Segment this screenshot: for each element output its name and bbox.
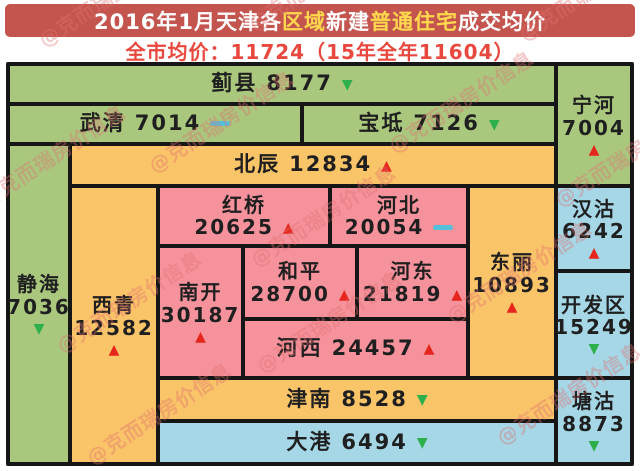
trend-down-icon: ▼ [588,437,600,454]
region-name: 西青 [92,293,136,318]
region-name: 武清 [79,111,126,136]
region-name: 津南 [286,386,333,411]
title-part-0: 2016年1月天津各 [93,9,283,34]
citywide-average-subtitle: 全市均价：11724（15年全年11604） [125,39,515,64]
trend-down-icon: ▼ [488,116,500,133]
region-jixian: 蓟县 8177 ▼ [10,66,554,102]
trend-down-icon: ▼ [33,320,45,337]
region-price: 7036 [7,294,71,319]
trend-up-icon: ▲ [423,341,435,358]
title-part-4: 成交均价 [458,9,547,34]
trend-up-icon: ▲ [506,298,518,315]
region-hongqiao: 红桥 20625 ▲ [160,188,328,244]
region-heping: 和平 28700 ▲ [245,248,355,317]
region-hedong: 河东 21819 ▲ [359,248,466,317]
region-jinghai: 静海 7036 ▼ [7,146,71,462]
price-map: 蓟县 8177 ▼ 武清 7014 宝坻 7126 ▼ 宁河 7004 ▲ 北辰 12834 ▲ 静海 703… [6,62,634,466]
region-name: 红桥 [222,192,266,217]
region-price: 30187 [160,302,241,327]
region-name: 静海 [17,272,61,297]
region-price: 8177 [266,71,333,96]
region-price: 24457 [331,335,415,360]
trend-flat-icon [433,224,454,230]
region-hangu: 汉沽 6242 ▲ [558,188,630,269]
region-baodi: 宝坻 7126 ▼ [304,106,554,142]
region-dongli: 东丽 10893 ▲ [470,188,554,376]
region-price: 20625 [194,215,274,239]
region-price: 8873 [562,411,626,436]
region-price: 21819 [362,281,443,306]
region-ninghe: 宁河 7004 ▲ [558,66,630,184]
region-price: 7004 [562,115,626,140]
region-kaifaqu: 开发区 15249 ▼ [554,273,632,376]
region-name: 河西 [276,335,323,360]
region-name: 和平 [278,259,322,284]
region-name: 开发区 [561,292,627,317]
trend-down-icon: ▼ [416,392,428,409]
page-title: 2016年1月天津各区域新建普通住宅成交均价 [94,6,546,36]
region-name: 塘沽 [572,389,616,414]
region-name: 南开 [178,280,223,305]
trend-down-icon: ▼ [341,76,353,93]
region-price: 7014 [134,111,202,136]
region-beichen: 北辰 12834 ▲ [72,146,554,184]
region-name: 大港 [286,429,333,454]
region-name: 蓟县 [211,71,258,96]
trend-down-icon: ▼ [416,435,428,452]
region-price: 7126 [413,111,480,136]
region-name: 东丽 [490,250,534,275]
title-part-1: 区域 [282,9,327,34]
region-price: 20054 [344,215,425,239]
trend-up-icon: ▲ [195,328,206,345]
region-price: 6494 [341,429,408,454]
trend-up-icon: ▲ [588,141,600,158]
region-name: 宁河 [572,93,616,118]
trend-up-icon: ▲ [451,286,463,303]
region-jinnan: 津南 8528 ▼ [160,380,554,419]
region-hebei: 河北 20054 [332,188,466,244]
region-price: 12834 [289,152,373,177]
region-price: 8528 [341,386,408,411]
trend-flat-icon [210,121,231,127]
region-price: 15249 [554,315,634,339]
region-dagang: 大港 6494 ▼ [160,423,554,462]
trend-down-icon: ▼ [588,341,600,358]
region-tanggu: 塘沽 8873 ▼ [558,380,630,462]
region-price: 28700 [250,281,330,306]
region-price: 6242 [562,219,626,243]
region-name: 北辰 [234,152,281,177]
trend-up-icon: ▲ [381,157,392,174]
region-hexi: 河西 24457 ▲ [245,321,466,376]
trend-up-icon: ▲ [108,341,120,358]
trend-up-icon: ▲ [338,286,350,303]
region-name: 宝坻 [358,111,405,136]
trend-up-icon: ▲ [588,245,600,262]
title-part-2: 新建 [326,9,371,34]
region-xiqing: 西青 12582 ▲ [72,188,156,462]
trend-up-icon: ▲ [282,220,294,237]
region-wuqing: 武清 7014 [10,106,300,142]
region-price: 12582 [74,315,154,340]
region-name: 河东 [390,259,435,284]
region-nankai: 南开 30187 ▲ [160,248,241,376]
region-name: 河北 [377,192,421,217]
title-part-3: 普通住宅 [370,9,459,34]
title-bar: 2016年1月天津各区域新建普通住宅成交均价 [5,4,635,37]
region-price: 10893 [472,272,552,297]
region-name: 汉沽 [572,196,616,221]
